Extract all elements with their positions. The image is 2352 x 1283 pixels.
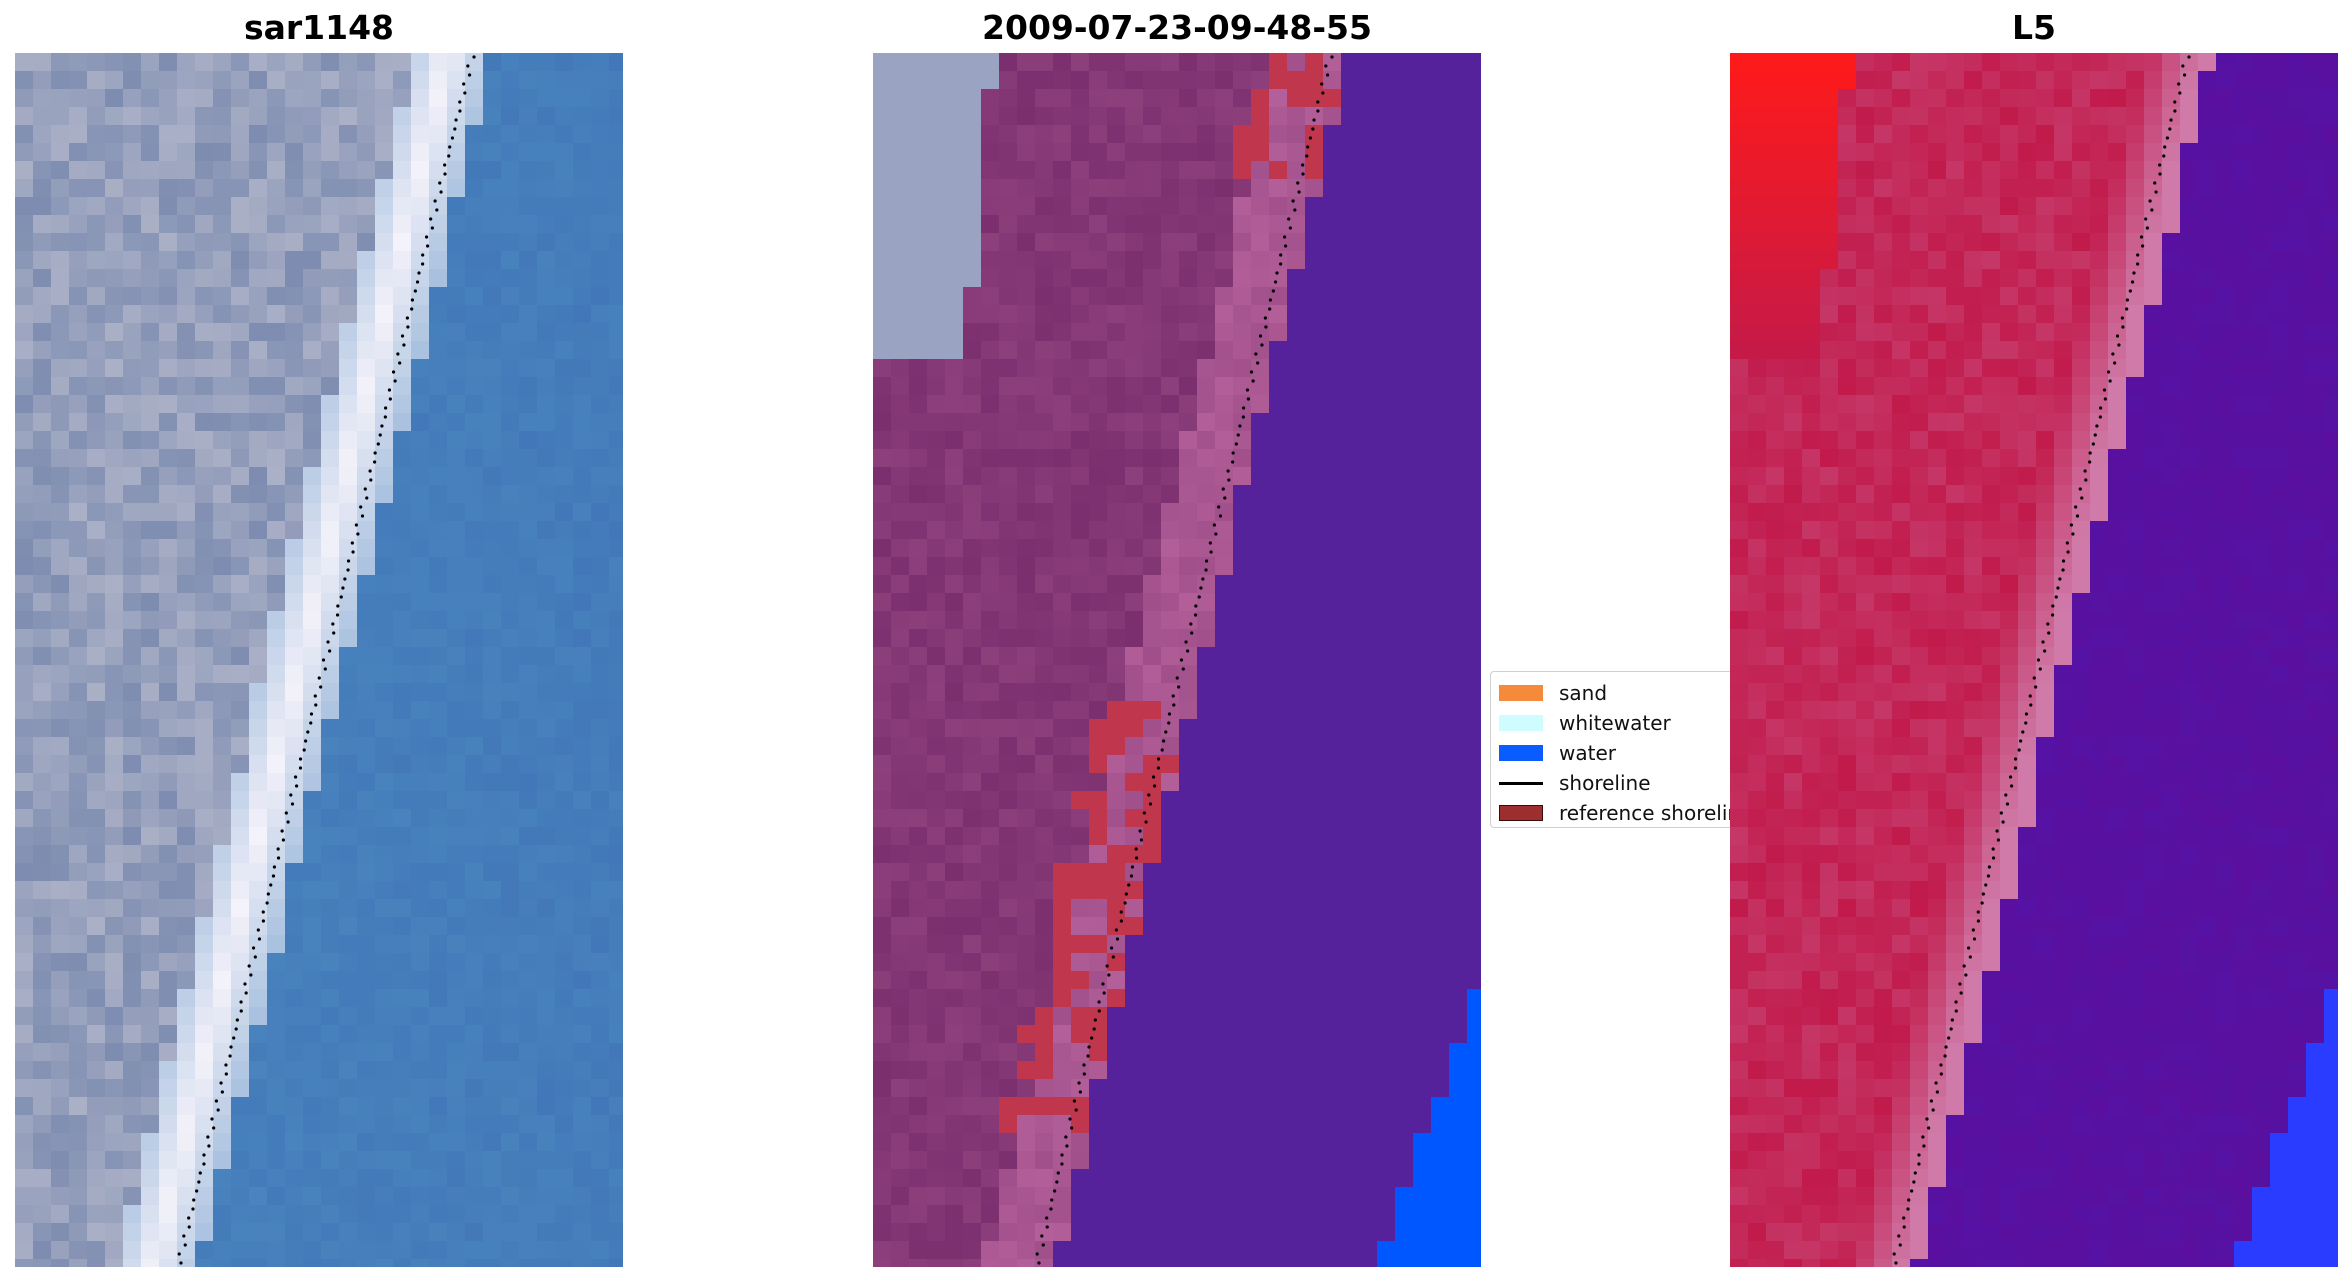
legend: sand whitewater water shoreline referenc… xyxy=(1490,671,1730,828)
panel-title-rgb: sar1148 xyxy=(243,8,395,47)
water-swatch xyxy=(1499,745,1543,761)
legend-label-whitewater: whitewater xyxy=(1559,711,1671,735)
shoreline-line-swatch xyxy=(1499,781,1543,785)
legend-label-water: water xyxy=(1559,741,1616,765)
probability-raster xyxy=(1730,53,2338,1267)
probability-image xyxy=(1730,53,2338,1267)
legend-item-sand: sand xyxy=(1499,680,1607,706)
legend-item-shoreline: shoreline xyxy=(1499,770,1651,796)
rgb-satellite-raster xyxy=(15,53,623,1267)
panel-title-classification: 2009-07-23-09-48-55 xyxy=(982,8,1372,47)
whitewater-swatch xyxy=(1499,715,1543,731)
sand-swatch xyxy=(1499,685,1543,701)
panel-title-probability: L5 xyxy=(2012,8,2056,47)
reference-shoreline-swatch xyxy=(1499,805,1543,821)
rgb-satellite-image xyxy=(15,53,623,1267)
legend-item-reference-shoreline: reference shoreline xyxy=(1499,800,1730,826)
legend-label-reference-shoreline: reference shoreline xyxy=(1559,801,1730,825)
legend-item-water: water xyxy=(1499,740,1616,766)
legend-item-whitewater: whitewater xyxy=(1499,710,1671,736)
legend-label-sand: sand xyxy=(1559,681,1608,705)
classification-image xyxy=(873,53,1481,1267)
legend-label-shoreline: shoreline xyxy=(1559,771,1651,795)
classification-raster xyxy=(873,53,1481,1267)
